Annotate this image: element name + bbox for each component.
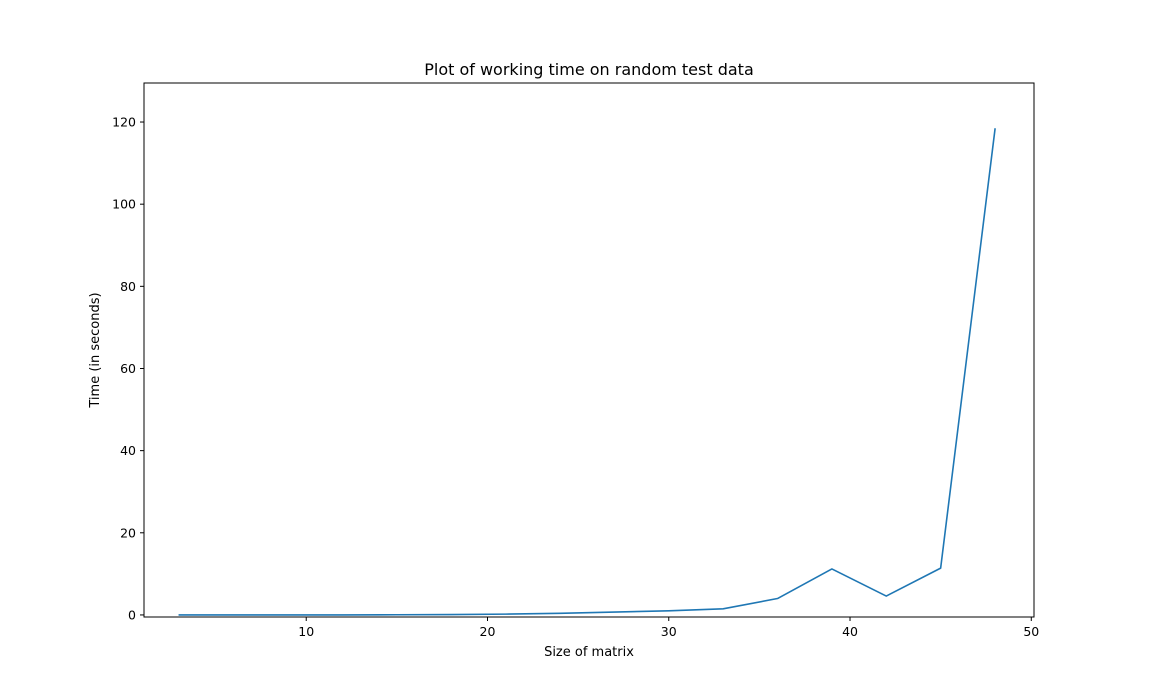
series-layer bbox=[178, 128, 996, 616]
x-tick-label: 10 bbox=[298, 624, 314, 639]
plot-frame bbox=[143, 82, 1035, 618]
y-axis-ticks: 0 20 40 60 80 100 120 bbox=[112, 115, 144, 622]
x-tick-label: 30 bbox=[661, 624, 677, 639]
y-tick-label: 20 bbox=[120, 525, 136, 540]
x-tick-label: 50 bbox=[1023, 624, 1039, 639]
x-axis-label: Size of matrix bbox=[544, 645, 634, 660]
y-tick-label: 80 bbox=[120, 279, 136, 294]
x-tick-label: 40 bbox=[842, 624, 858, 639]
y-tick-label: 100 bbox=[112, 197, 136, 212]
y-tick-label: 0 bbox=[128, 607, 136, 622]
x-axis-ticks: 10 20 30 40 50 bbox=[298, 617, 1039, 639]
y-tick-label: 120 bbox=[112, 115, 136, 130]
series-line bbox=[178, 128, 996, 616]
chart-title: Plot of working time on random test data bbox=[424, 60, 754, 79]
y-tick-label: 40 bbox=[120, 443, 136, 458]
y-axis-label: Time (in seconds) bbox=[88, 292, 103, 408]
y-tick-label: 60 bbox=[120, 361, 136, 376]
x-tick-label: 20 bbox=[480, 624, 496, 639]
